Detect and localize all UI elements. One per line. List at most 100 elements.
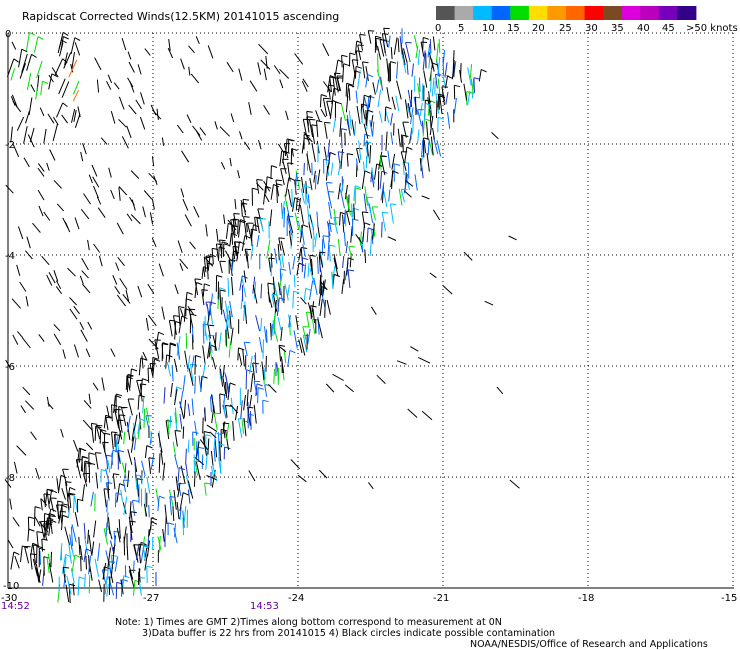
- wind-barb: [210, 293, 213, 306]
- wind-barb: [234, 199, 237, 210]
- wind-barb: [233, 241, 237, 256]
- wind-barb: [26, 54, 32, 71]
- wind-barb-tick: [117, 449, 125, 453]
- wind-barb: [313, 170, 316, 183]
- wind-barb: [219, 289, 222, 310]
- wind-barb-tick: [224, 446, 231, 450]
- wind-barb: [140, 470, 143, 485]
- wind-barb: [407, 89, 412, 105]
- wind-barb: [403, 190, 412, 198]
- wind-barb: [34, 516, 41, 527]
- wind-barb: [231, 250, 234, 267]
- wind-barb: [171, 365, 174, 382]
- wind-barb: [177, 346, 180, 360]
- wind-barb: [92, 176, 100, 188]
- colorbar-swatch: [603, 6, 623, 20]
- wind-barb-tick: [247, 413, 254, 416]
- wind-barb-tick: [140, 383, 147, 386]
- wind-barb: [61, 515, 64, 531]
- wind-barb: [43, 556, 45, 576]
- wind-barb: [260, 317, 263, 331]
- wind-barb: [11, 41, 17, 50]
- wind-barb-tick: [402, 134, 409, 137]
- wind-barb: [263, 366, 266, 380]
- wind-barb: [341, 279, 345, 294]
- wind-barb: [351, 119, 355, 136]
- wind-barb: [344, 384, 354, 393]
- wind-barb: [153, 175, 158, 185]
- wind-barb: [129, 368, 132, 389]
- wind-barb: [113, 531, 116, 547]
- wind-barb: [242, 349, 245, 366]
- wind-barb: [174, 388, 178, 406]
- wind-barb-tick: [152, 357, 159, 360]
- wind-barb-tick: [101, 469, 108, 472]
- wind-barb: [194, 282, 197, 298]
- wind-barb: [72, 582, 75, 596]
- wind-barb: [73, 344, 79, 358]
- wind-barb: [311, 143, 316, 162]
- wind-barb: [6, 58, 15, 78]
- wind-barb: [69, 308, 78, 320]
- wind-barb: [307, 263, 310, 278]
- wind-barb: [290, 232, 293, 249]
- wind-barb: [322, 280, 325, 293]
- wind-barb-tick: [309, 118, 316, 121]
- wind-barb: [263, 68, 267, 81]
- wind-barb: [292, 291, 294, 309]
- wind-barb: [25, 400, 35, 410]
- wind-barb: [90, 423, 95, 443]
- colorbar-label-15: 15: [507, 23, 520, 34]
- wind-barb: [378, 110, 383, 123]
- wind-barb: [87, 321, 93, 330]
- wind-barb: [238, 219, 241, 238]
- wind-barb: [4, 479, 12, 488]
- wind-barb: [32, 222, 41, 233]
- wind-barb: [311, 124, 316, 145]
- wind-barb: [467, 67, 472, 86]
- wind-barb: [157, 496, 160, 512]
- wind-barb: [249, 80, 258, 92]
- wind-barb: [10, 551, 15, 570]
- wind-barb: [50, 497, 54, 512]
- wind-barb: [227, 277, 230, 297]
- wind-barb: [363, 134, 366, 147]
- wind-barb: [333, 253, 338, 270]
- wind-barb-tick: [139, 418, 146, 422]
- wind-barb: [194, 457, 205, 466]
- wind-barb: [369, 120, 374, 137]
- wind-barb-tick: [276, 183, 283, 186]
- wind-barb-tick: [242, 198, 250, 201]
- wind-barb: [93, 520, 97, 538]
- wind-barb: [372, 82, 376, 95]
- wind-barb: [436, 43, 439, 63]
- wind-barb-tick: [151, 517, 158, 521]
- wind-barb: [225, 223, 229, 239]
- wind-barb: [77, 576, 80, 596]
- wind-barb: [439, 95, 443, 115]
- wind-barb-tick: [21, 48, 28, 53]
- wind-barb-tick: [74, 554, 81, 558]
- wind-barb: [309, 280, 314, 300]
- wind-barb-tick: [343, 63, 350, 67]
- wind-barb: [196, 441, 200, 457]
- wind-barb-tick: [91, 422, 98, 425]
- wind-barb: [246, 222, 248, 233]
- wind-barb: [88, 575, 91, 594]
- wind-barb: [328, 245, 331, 262]
- wind-barb: [118, 118, 127, 128]
- wind-barb: [385, 131, 388, 151]
- wind-barb: [30, 84, 36, 93]
- wind-barb: [317, 318, 323, 339]
- wind-barb: [292, 197, 296, 212]
- wind-barb: [329, 100, 334, 120]
- wind-barb: [213, 432, 216, 449]
- wind-barb: [306, 111, 309, 126]
- wind-barb: [191, 398, 194, 416]
- wind-barb: [277, 143, 285, 154]
- lon-label-21: -21: [433, 593, 449, 604]
- wind-barb: [36, 60, 43, 79]
- wind-barb: [432, 36, 436, 51]
- wind-barb: [231, 276, 234, 296]
- wind-barb: [273, 65, 281, 75]
